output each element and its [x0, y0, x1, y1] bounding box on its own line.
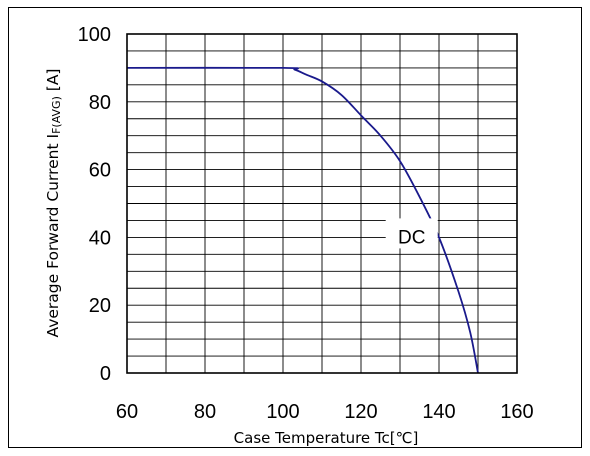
- x-axis-label: Case Temperature Tc[℃]: [234, 429, 419, 447]
- y-axis-label: Average Forward Current IF(AVG) [A]: [44, 69, 63, 338]
- y-axis-label-main: Average Forward Current I: [44, 134, 62, 338]
- x-tick-label-80: 80: [194, 401, 216, 423]
- y-tick-label-80: 80: [89, 92, 111, 114]
- series-line-dc: [126, 66, 479, 374]
- annotation-background: [385, 218, 438, 249]
- y-tick-labels: 0 20 40 60 80 100: [78, 24, 111, 385]
- x-tick-label-60: 60: [116, 401, 138, 423]
- grid-lines: [127, 34, 517, 373]
- x-tick-labels: 60 80 100 120 140 160: [116, 401, 534, 423]
- x-tick-label-160: 160: [500, 401, 533, 423]
- y-axis-label-subscript: F(AVG): [50, 96, 63, 134]
- chart-frame: [8, 7, 582, 448]
- x-tick-label-100: 100: [266, 401, 299, 423]
- plot-border: [126, 33, 518, 374]
- y-tick-label-100: 100: [78, 24, 111, 46]
- y-axis-label-unit: [A]: [44, 69, 62, 97]
- y-tick-label-20: 20: [89, 295, 111, 317]
- x-tick-label-120: 120: [344, 401, 377, 423]
- y-tick-label-40: 40: [89, 227, 111, 249]
- x-tick-label-140: 140: [422, 401, 455, 423]
- y-tick-label-60: 60: [89, 160, 111, 182]
- annotation-group: DC: [385, 218, 438, 249]
- annotation-dc: DC: [398, 227, 425, 248]
- series-lines: [126, 66, 479, 374]
- y-tick-label-0: 0: [100, 363, 111, 385]
